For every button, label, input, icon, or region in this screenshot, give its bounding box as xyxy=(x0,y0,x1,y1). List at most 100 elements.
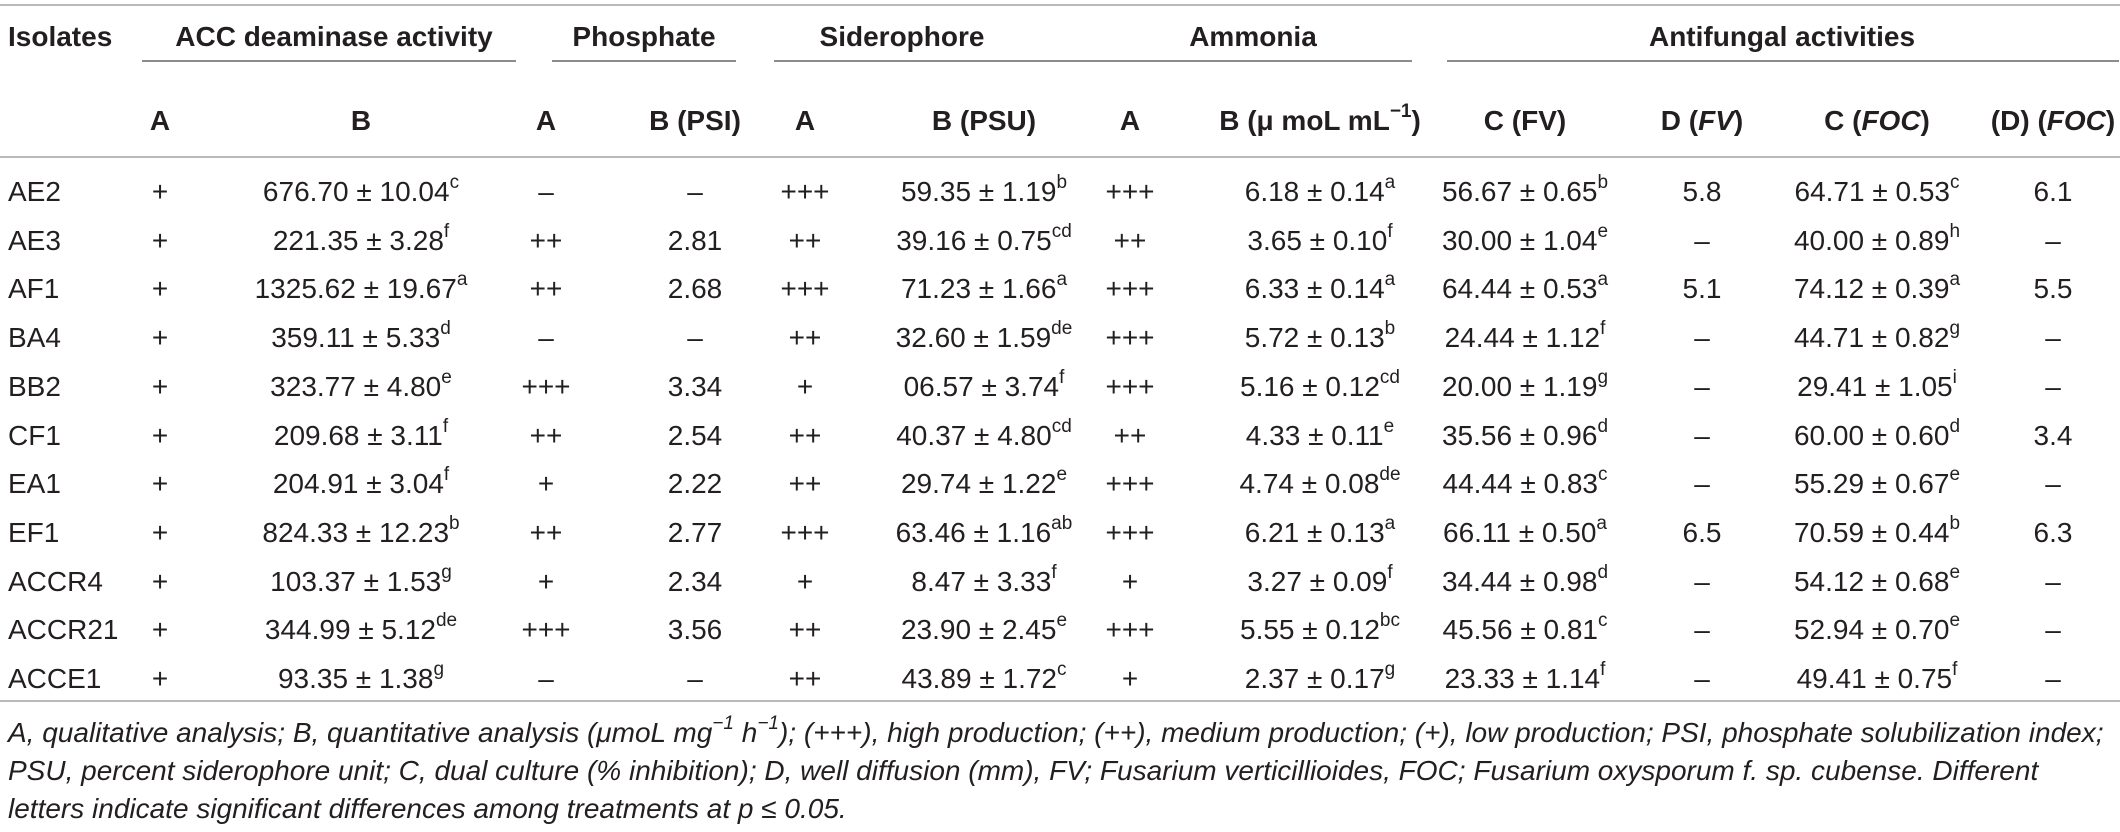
cell-dfoc: 6.1 xyxy=(2033,176,2073,207)
cell-amm-b: 6.33 ± 0.14a xyxy=(1244,268,1396,304)
cell-sid-a: ++ xyxy=(788,420,822,451)
cell-pho-b: 2.54 xyxy=(667,420,723,451)
cell-pho-a: ++ xyxy=(529,225,563,256)
header-bottom-border xyxy=(0,156,2120,158)
cell-amm-b: 6.18 ± 0.14a xyxy=(1244,171,1396,207)
cell-dfv: 6.5 xyxy=(1682,517,1722,548)
cell-cfoc: 29.41 ± 1.05i xyxy=(1797,366,1957,402)
cell-acc-a: + xyxy=(151,176,169,207)
cell-dfv: – xyxy=(1694,420,1710,451)
cell-pho-a: +++ xyxy=(521,614,571,645)
cell-dfv: – xyxy=(1694,468,1710,499)
cell-amm-a: + xyxy=(1121,663,1139,694)
cell-amm-a: +++ xyxy=(1105,273,1155,304)
table-footnote: A, qualitative analysis; B, quantitative… xyxy=(8,712,2104,824)
rule-acc xyxy=(142,60,516,62)
cell-pho-a: ++ xyxy=(529,420,563,451)
subheader-c-fv: C (FV) xyxy=(1483,105,1567,136)
cell-sid-a: ++ xyxy=(788,322,822,353)
cell-dfv: – xyxy=(1694,371,1710,402)
cell-isolate: ACCR21 xyxy=(8,614,119,645)
cell-sid-a: ++ xyxy=(788,663,822,694)
cell-cfv: 64.44 ± 0.53a xyxy=(1441,268,1609,304)
cell-sid-a: + xyxy=(796,566,814,597)
subheader-amm-b: B (μ moL mL−1) xyxy=(1219,100,1421,136)
cell-acc-b: 209.68 ± 3.11f xyxy=(273,415,449,451)
cell-cfoc: 74.12 ± 0.39a xyxy=(1793,268,1961,304)
cell-isolate: CF1 xyxy=(8,420,61,451)
subheader-acc-b: B xyxy=(350,105,372,136)
cell-pho-b: 2.34 xyxy=(667,566,723,597)
cell-dfoc: 3.4 xyxy=(2033,420,2073,451)
cell-dfv: – xyxy=(1694,322,1710,353)
cell-sid-b: 32.60 ± 1.59de xyxy=(895,317,1073,353)
cell-acc-b: 204.91 ± 3.04f xyxy=(272,463,450,499)
cell-amm-a: +++ xyxy=(1105,468,1155,499)
cell-pho-a: ++ xyxy=(529,517,563,548)
cell-pho-b: – xyxy=(687,663,703,694)
cell-acc-a: + xyxy=(151,517,169,548)
cell-cfoc: 52.94 ± 0.70e xyxy=(1793,609,1961,645)
cell-acc-b: 359.11 ± 5.33d xyxy=(271,317,451,353)
cell-isolate: AE3 xyxy=(8,225,61,256)
cell-dfoc: – xyxy=(2045,566,2061,597)
cell-pho-b: 2.77 xyxy=(667,517,723,548)
cell-sid-b: 40.37 ± 4.80cd xyxy=(896,415,1072,451)
cell-pho-a: – xyxy=(538,663,554,694)
cell-sid-b: 59.35 ± 1.19b xyxy=(900,171,1068,207)
cell-sid-a: ++ xyxy=(788,614,822,645)
cell-isolate: AE2 xyxy=(8,176,61,207)
cell-acc-a: + xyxy=(151,566,169,597)
cell-amm-b: 5.16 ± 0.12cd xyxy=(1240,366,1400,402)
header-siderophore: Siderophore xyxy=(819,21,985,52)
cell-dfoc: – xyxy=(2045,663,2061,694)
cell-sid-b: 8.47 ± 3.33f xyxy=(911,561,1057,597)
cell-isolate: AF1 xyxy=(8,273,60,304)
cell-dfoc: – xyxy=(2045,225,2061,256)
cell-sid-a: +++ xyxy=(780,517,830,548)
cell-cfv: 20.00 ± 1.19g xyxy=(1441,366,1609,402)
cell-cfv: 44.44 ± 0.83c xyxy=(1442,463,1608,499)
cell-sid-b: 23.90 ± 2.45e xyxy=(900,609,1068,645)
table-bottom-border xyxy=(0,700,2120,702)
rule-antifungal xyxy=(1447,60,2119,62)
cell-sid-b: 43.89 ± 1.72c xyxy=(901,658,1067,694)
cell-acc-b: 323.77 ± 4.80e xyxy=(270,366,452,402)
cell-pho-b: 2.81 xyxy=(667,225,723,256)
cell-sid-a: +++ xyxy=(780,273,830,304)
cell-acc-a: + xyxy=(151,468,169,499)
header-acc-deaminase: ACC deaminase activity xyxy=(175,21,493,52)
cell-amm-a: + xyxy=(1121,566,1139,597)
cell-pho-b: – xyxy=(687,322,703,353)
cell-pho-a: + xyxy=(537,566,555,597)
cell-sid-a: +++ xyxy=(780,176,830,207)
cell-sid-b: 39.16 ± 0.75cd xyxy=(896,220,1072,256)
cell-cfv: 35.56 ± 0.96d xyxy=(1441,415,1609,451)
cell-cfv: 24.44 ± 1.12f xyxy=(1444,317,1606,353)
cell-amm-a: +++ xyxy=(1105,517,1155,548)
cell-amm-b: 4.74 ± 0.08de xyxy=(1239,463,1401,499)
cell-amm-b: 3.27 ± 0.09f xyxy=(1247,561,1393,597)
cell-isolate: BA4 xyxy=(8,322,61,353)
cell-acc-b: 93.35 ± 1.38g xyxy=(277,658,445,694)
cell-cfoc: 60.00 ± 0.60d xyxy=(1793,415,1961,451)
cell-isolate: BB2 xyxy=(8,371,61,402)
cell-dfoc: – xyxy=(2045,614,2061,645)
cell-acc-b: 344.99 ± 5.12de xyxy=(264,609,458,645)
cell-acc-b: 1325.62 ± 19.67a xyxy=(254,268,468,304)
cell-acc-b: 824.33 ± 12.23b xyxy=(262,512,460,548)
cell-amm-b: 5.55 ± 0.12bc xyxy=(1240,609,1400,645)
cell-acc-a: + xyxy=(151,322,169,353)
subheader-amm-a: A xyxy=(1119,105,1141,136)
cell-dfv: – xyxy=(1694,225,1710,256)
rule-ammonia xyxy=(1098,60,1412,62)
subheader-sid-b: B (PSU) xyxy=(931,105,1037,136)
cell-acc-a: + xyxy=(151,614,169,645)
cell-acc-a: + xyxy=(151,371,169,402)
cell-dfoc: 5.5 xyxy=(2033,273,2073,304)
cell-amm-a: +++ xyxy=(1105,176,1155,207)
cell-sid-b: 06.57 ± 3.74f xyxy=(903,366,1065,402)
cell-cfoc: 64.71 ± 0.53c xyxy=(1794,171,1960,207)
cell-cfv: 34.44 ± 0.98d xyxy=(1441,561,1609,597)
cell-acc-a: + xyxy=(151,225,169,256)
